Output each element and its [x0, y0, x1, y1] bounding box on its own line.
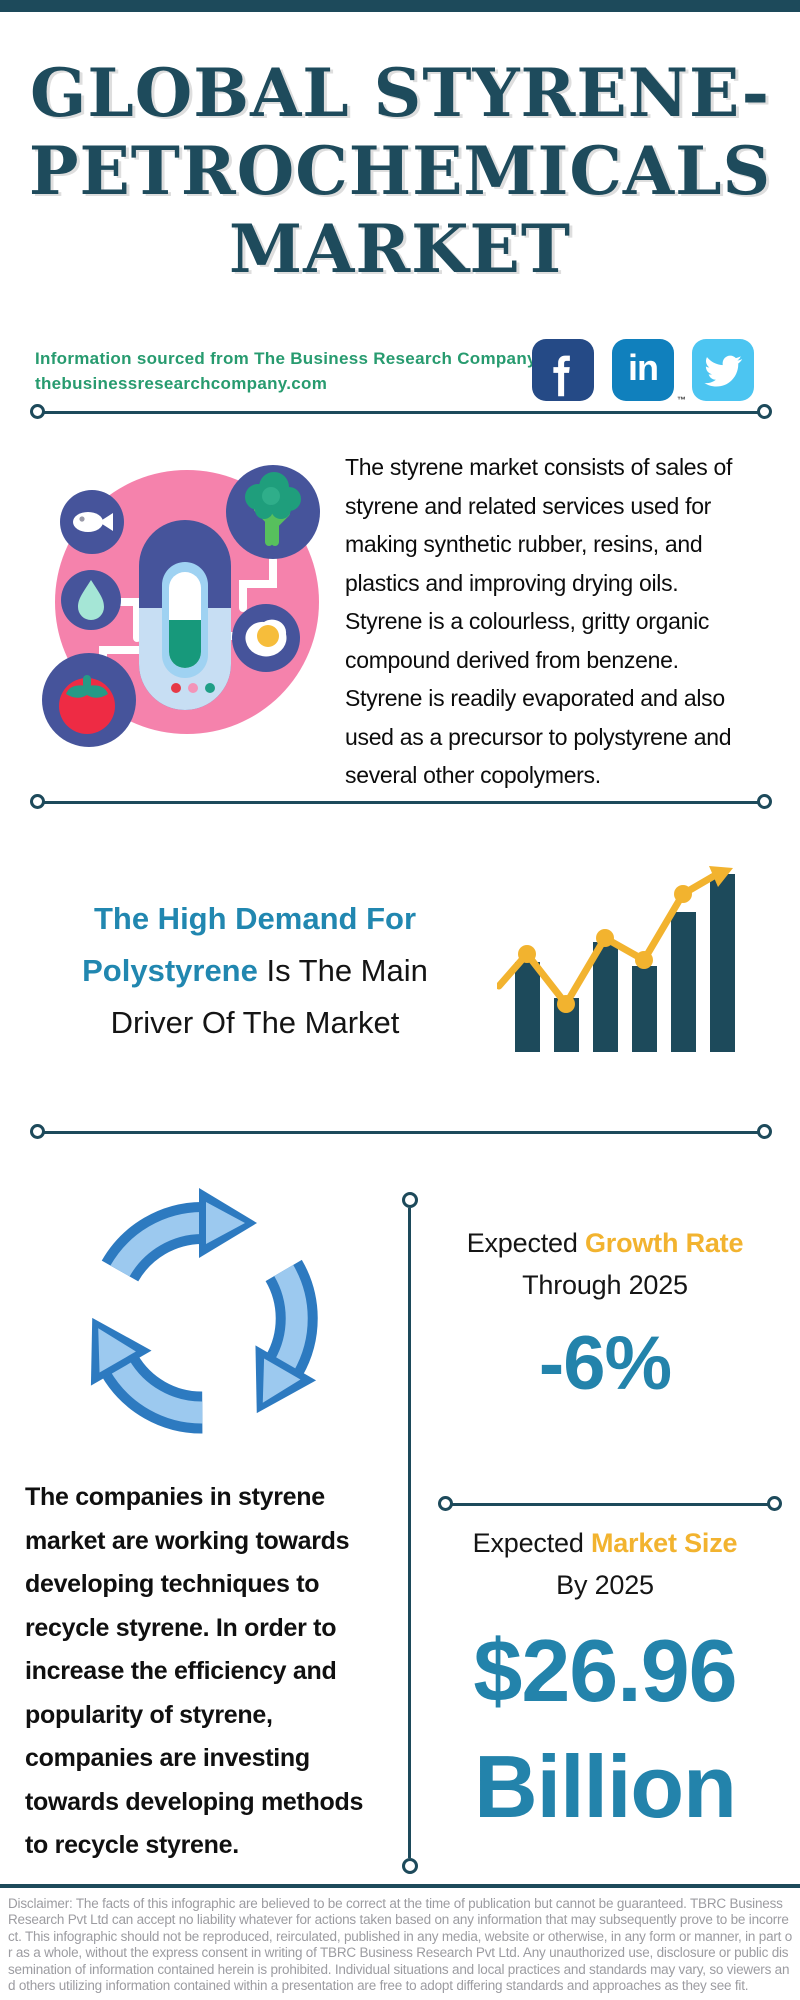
stat-sublabel: Through 2025: [522, 1270, 688, 1300]
disclaimer-text: Disclaimer: The facts of this infographi…: [8, 1896, 793, 1994]
stat-label: Expected Market Size: [472, 1528, 738, 1558]
stat-label: Expected Growth Rate: [466, 1228, 744, 1258]
column-divider-circle: [402, 1858, 418, 1874]
column-divider-circle: [402, 1192, 418, 1208]
growth-rate-value: -6%: [538, 1321, 672, 1406]
styrene-products-illustration: [15, 370, 355, 765]
stat-sublabel: By 2025: [556, 1570, 654, 1600]
facebook-f-glyph: [553, 355, 570, 397]
egg-icon: [232, 604, 300, 672]
top-accent-bar: [0, 0, 800, 12]
source-attribution: Information sourced from The Business Re…: [35, 349, 537, 393]
trend-arrowhead: [709, 866, 733, 887]
stat-label-highlight: Market Size: [590, 1528, 738, 1558]
section-divider: [30, 1124, 772, 1139]
recycle-icon: [35, 1158, 370, 1463]
heading-highlight: The High Demand For: [93, 901, 417, 936]
growth-chart-icon: [495, 866, 747, 1067]
linkedin-in-glyph: in: [628, 347, 659, 388]
twitter-icon[interactable]: [692, 339, 754, 401]
market-size-unit: Billion: [474, 1737, 737, 1836]
stat-label-highlight: Growth Rate: [584, 1228, 744, 1258]
trademark-symbol: ™: [677, 395, 686, 405]
intro-paragraph: The styrene market consists of sales of …: [345, 454, 733, 788]
heading-highlight: Polystyrene: [82, 953, 258, 988]
footer-divider: [0, 1884, 800, 1888]
market-size-stat: Expected Market Size By 2025 $26.96 Bill…: [425, 1522, 785, 1838]
section-divider: [30, 404, 772, 419]
page-title: GLOBAL STYRENE- PETROCHEMICALS MARKET: [28, 54, 772, 288]
tomato-icon: [42, 653, 136, 747]
growth-rate-stat: Expected Growth Rate Through 2025 -6%: [425, 1222, 785, 1404]
twitter-bird-glyph: [704, 355, 743, 387]
fish-icon: [60, 490, 124, 554]
market-size-value: $26.96: [473, 1621, 737, 1720]
water-drop-icon: [61, 570, 121, 630]
recycling-paragraph: The companies in styrene market are work…: [25, 1483, 364, 1859]
facebook-icon[interactable]: [532, 339, 594, 401]
trend-dots: [518, 885, 692, 1013]
chart-bars: [515, 874, 735, 1052]
column-divider: [408, 1208, 411, 1858]
market-driver-heading: The High Demand For Polystyrene Is The M…: [82, 901, 428, 1040]
capsule-icon: [139, 520, 231, 710]
section-divider: [438, 1496, 782, 1511]
broccoli-icon: [226, 465, 320, 559]
linkedin-icon[interactable]: in ™: [612, 339, 686, 405]
section-divider: [30, 794, 772, 809]
